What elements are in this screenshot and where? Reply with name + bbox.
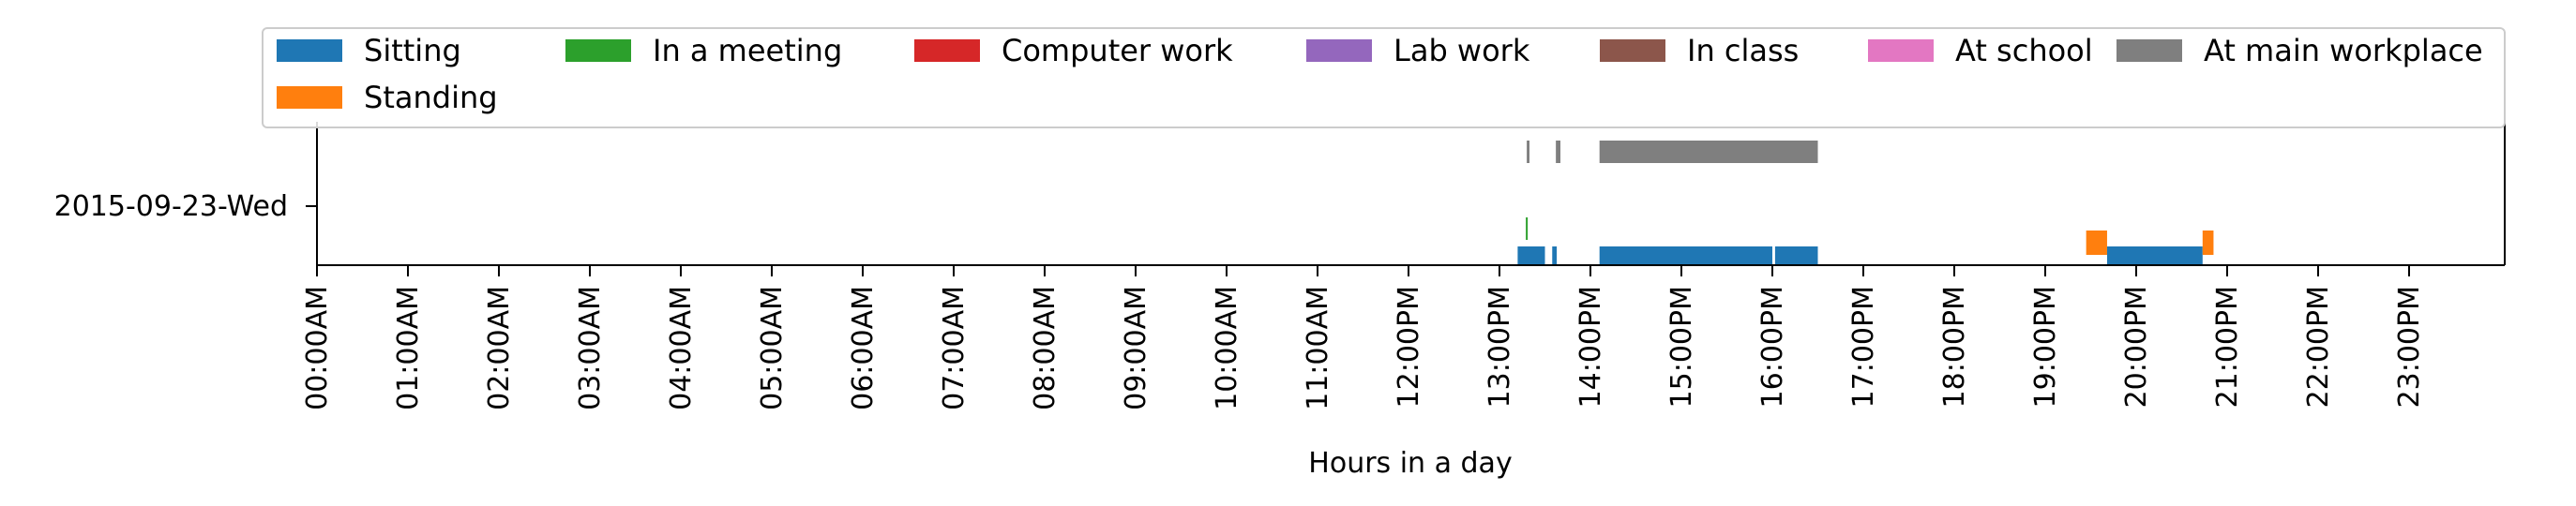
legend-swatch-lab-work: [1306, 39, 1372, 62]
x-tick-label: 03:00AM: [574, 286, 607, 410]
x-tick-label: 01:00AM: [392, 286, 425, 410]
legend-swatch-computer-work: [914, 39, 980, 62]
x-tick-label: 23:00PM: [2393, 286, 2426, 408]
x-tick-label: 18:00PM: [1938, 286, 1971, 408]
x-tick-label: 09:00AM: [1120, 286, 1152, 410]
bar-sitting-0: [1517, 246, 1545, 265]
legend-swatch-standing: [277, 86, 342, 109]
legend-label-in-class: In class: [1687, 33, 1799, 68]
bar-sitting-2: [1599, 246, 1772, 265]
bar-at-main-workplace-0: [1527, 141, 1530, 163]
bar-at-main-workplace-2: [1599, 141, 1818, 163]
bar-sitting-3: [1774, 246, 1818, 265]
legend-label-at-school: At school: [1955, 33, 2093, 68]
x-tick-label: 10:00AM: [1211, 286, 1243, 410]
x-tick-label: 21:00PM: [2211, 286, 2244, 408]
x-tick-label: 20:00PM: [2120, 286, 2153, 408]
x-tick-label: 11:00AM: [1302, 286, 1334, 410]
x-tick-label: 06:00AM: [847, 286, 880, 410]
legend-label-at-main-workplace: At main workplace: [2204, 33, 2483, 68]
x-tick-label: 07:00AM: [938, 286, 971, 410]
legend-label-computer-work: Computer work: [1002, 33, 1233, 68]
legend-label-in-a-meeting: In a meeting: [653, 33, 842, 68]
x-axis-label: Hours in a day: [1308, 447, 1512, 480]
x-tick-label: 15:00PM: [1665, 286, 1698, 408]
legend-swatch-in-class: [1600, 39, 1665, 62]
x-tick-label: 04:00AM: [665, 286, 698, 410]
x-tick-label: 16:00PM: [1756, 286, 1789, 408]
bar-sitting-4: [2106, 246, 2203, 265]
x-tick-label: 14:00PM: [1574, 286, 1607, 408]
legend-frame: [262, 27, 2506, 128]
x-tick-label: 00:00AM: [301, 286, 334, 410]
x-tick-label: 19:00PM: [2029, 286, 2062, 408]
x-tick-label: 05:00AM: [756, 286, 789, 410]
legend-swatch-sitting: [277, 39, 342, 62]
activity-bars: [1517, 141, 2214, 265]
x-tick-label: 22:00PM: [2302, 286, 2335, 408]
bar-in-a-meeting-0: [1526, 217, 1529, 240]
legend-swatch-in-a-meeting: [565, 39, 631, 62]
bar-at-main-workplace-1: [1556, 141, 1560, 163]
legend-label-lab-work: Lab work: [1393, 33, 1530, 68]
legend-label-standing: Standing: [364, 80, 498, 115]
legend-swatch-at-school: [1868, 39, 1934, 62]
x-ticks: 00:00AM 01:00AM 02:00AM 03:00AM 04:00AM 05:00…: [301, 265, 2426, 410]
x-tick-label: 12:00PM: [1393, 286, 1425, 408]
x-tick-label: 13:00PM: [1484, 286, 1516, 408]
bar-sitting-1: [1552, 246, 1558, 265]
legend-swatch-at-main-workplace: [2117, 39, 2182, 62]
x-tick-label: 02:00AM: [483, 286, 516, 410]
bar-standing-0: [2086, 231, 2107, 255]
y-tick-label: 2015-09-23-Wed: [54, 190, 288, 223]
legend: Sitting In a meeting Computer work Lab work…: [262, 27, 2506, 128]
bar-standing-1: [2202, 231, 2214, 255]
x-tick-label: 17:00PM: [1847, 286, 1880, 408]
legend-label-sitting: Sitting: [364, 33, 461, 68]
x-tick-label: 08:00AM: [1029, 286, 1062, 410]
